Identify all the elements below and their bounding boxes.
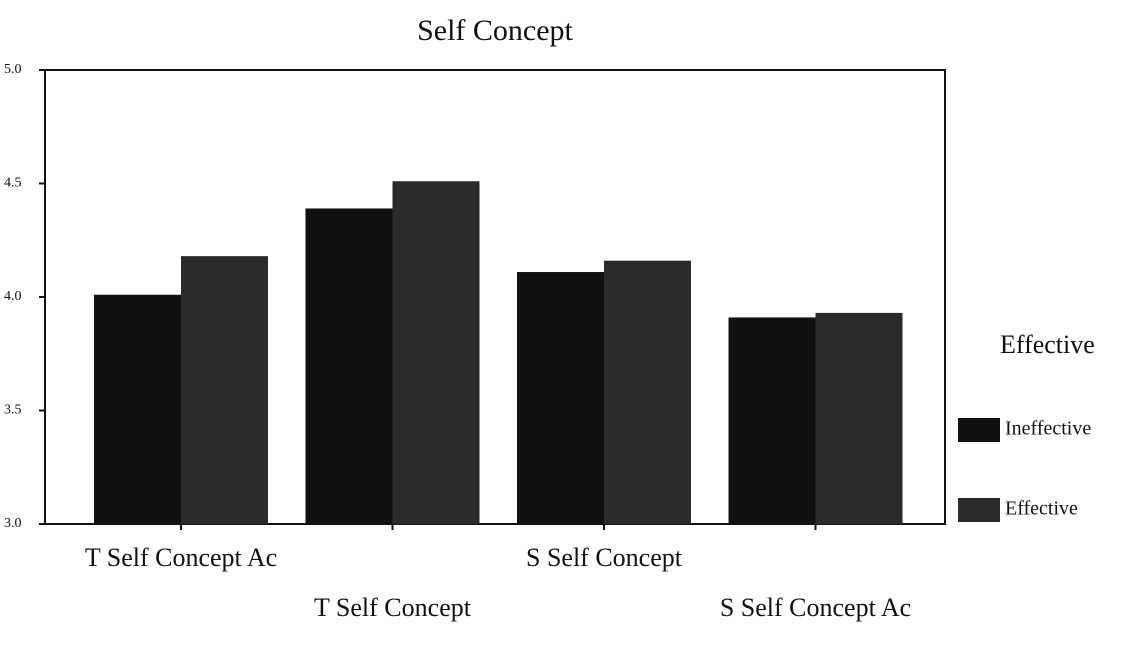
x-tick-label: T Self Concept Ac bbox=[85, 543, 277, 572]
bar bbox=[392, 181, 480, 525]
bar bbox=[728, 317, 816, 524]
bar bbox=[517, 272, 604, 524]
bar bbox=[815, 312, 903, 524]
bar bbox=[181, 256, 268, 524]
chart-title: Self Concept bbox=[417, 14, 573, 47]
bar bbox=[305, 208, 393, 524]
bar bbox=[94, 294, 181, 524]
legend-label: Effective bbox=[1005, 498, 1078, 520]
legend-swatch bbox=[958, 418, 1000, 442]
y-tick-label: 4.5 bbox=[4, 176, 22, 191]
legend-label: Ineffective bbox=[1005, 418, 1091, 440]
y-tick-label: 5.0 bbox=[4, 62, 22, 77]
x-tick-label: S Self Concept Ac bbox=[720, 593, 911, 622]
y-tick-label: 4.0 bbox=[4, 289, 22, 304]
bar bbox=[604, 260, 691, 524]
legend-title: Effective bbox=[1000, 330, 1095, 359]
y-tick-label: 3.0 bbox=[4, 516, 22, 531]
x-tick-label: T Self Concept bbox=[314, 593, 472, 622]
legend-swatch bbox=[958, 498, 1000, 522]
x-tick-label: S Self Concept bbox=[526, 543, 683, 572]
y-tick-label: 3.5 bbox=[4, 403, 22, 418]
